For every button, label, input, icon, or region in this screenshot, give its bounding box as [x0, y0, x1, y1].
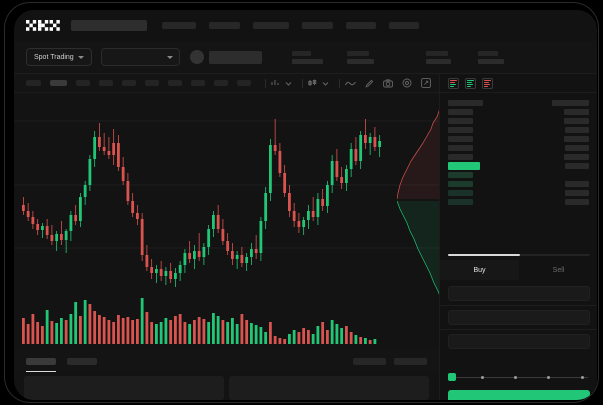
stat-1 — [291, 50, 323, 64]
search-input[interactable] — [71, 20, 147, 31]
coin-avatar — [189, 50, 204, 64]
orderbook-asks-icon[interactable] — [482, 77, 493, 89]
nav-item-5[interactable] — [346, 22, 376, 29]
timeframe-8[interactable] — [191, 80, 205, 86]
timeframe-10[interactable] — [237, 80, 251, 86]
orders-panels — [14, 376, 439, 400]
timeframe-9[interactable] — [214, 80, 228, 86]
order-field-1[interactable] — [448, 286, 590, 301]
slider-dot-2[interactable] — [514, 375, 517, 379]
orderbook-row[interactable] — [448, 116, 589, 125]
camera-icon[interactable] — [383, 78, 393, 88]
orderbook-row[interactable] — [448, 134, 589, 143]
buy-sell-ratio-bar — [448, 254, 590, 256]
settings-icon[interactable] — [402, 78, 412, 88]
slider-dot-1[interactable] — [481, 375, 484, 379]
spot-trading-dropdown[interactable]: Spot Trading — [26, 48, 92, 66]
pair-select[interactable] — [100, 48, 180, 66]
orderbook-row[interactable] — [448, 170, 589, 179]
device-bezel: Spot Trading — [4, 2, 599, 403]
ticker-bar: Spot Trading — [14, 41, 597, 74]
tab-order-history[interactable] — [67, 357, 97, 365]
candlestick-chart[interactable] — [14, 93, 439, 298]
orderbook-row[interactable] — [448, 188, 589, 197]
orders-panel-1[interactable] — [24, 376, 224, 400]
stat-2 — [346, 50, 374, 64]
tab-sell[interactable]: Sell — [552, 266, 565, 274]
pencil-icon[interactable] — [365, 79, 374, 88]
orderbook-bids-icon[interactable] — [465, 77, 476, 89]
orderbook-row-selected[interactable] — [448, 161, 589, 170]
spot-trading-label: Spot Trading — [34, 53, 74, 61]
orderbook-row[interactable] — [448, 125, 589, 134]
slider-handle[interactable] — [448, 373, 456, 381]
timeframe-5[interactable] — [122, 80, 136, 86]
amount-slider[interactable] — [448, 371, 590, 383]
nav-item-6[interactable] — [389, 22, 419, 29]
orderbook-row[interactable] — [448, 152, 589, 161]
submit-order-button[interactable] — [448, 390, 590, 400]
toolbar-divider-3 — [339, 78, 340, 88]
chevron-down-icon-2[interactable] — [322, 81, 329, 86]
orderbook-header-row — [448, 98, 589, 107]
form-divider-1 — [440, 305, 597, 306]
nav-item-4[interactable] — [302, 22, 333, 29]
order-form: Buy Sell — [440, 260, 597, 349]
fullscreen-icon[interactable] — [421, 78, 431, 88]
timeframe-7[interactable] — [168, 80, 182, 86]
stat-3 — [425, 50, 451, 64]
volume-chart[interactable] — [14, 298, 439, 348]
nav-item-2[interactable] — [209, 22, 240, 29]
order-side-tabs: Buy Sell — [440, 260, 597, 280]
orderbook-row[interactable] — [448, 143, 589, 152]
slider-dot-3[interactable] — [547, 375, 550, 379]
slider-dot-4[interactable] — [581, 375, 584, 379]
toolbar-divider-2 — [302, 78, 303, 88]
orderbook-and-order-form: Buy Sell — [439, 74, 597, 400]
timeframe-3[interactable] — [76, 80, 90, 86]
chevron-down-icon — [77, 55, 84, 59]
slider-track — [452, 376, 588, 378]
chevron-down-icon — [166, 55, 173, 59]
orders-action-2[interactable] — [394, 357, 427, 365]
orderbook-row[interactable] — [448, 197, 589, 206]
form-divider-2 — [440, 329, 597, 330]
top-navigation-bar — [14, 10, 597, 41]
orderbook-both-icon[interactable] — [448, 77, 459, 89]
orders-tab-bar — [14, 350, 439, 372]
okx-logo[interactable] — [26, 20, 60, 31]
timeframe-2[interactable] — [50, 80, 67, 86]
chart-type-icon[interactable] — [308, 79, 317, 87]
last-price — [208, 50, 262, 64]
indicators-icon[interactable] — [271, 79, 280, 87]
buy-sell-ratio-fill — [448, 254, 520, 256]
timeframe-1[interactable] — [26, 80, 41, 86]
order-field-3[interactable] — [448, 334, 590, 349]
chevron-down-icon[interactable] — [285, 81, 292, 86]
orderbook-rows[interactable] — [440, 93, 597, 206]
tab-buy[interactable]: Buy — [440, 260, 519, 280]
timeframe-6[interactable] — [145, 80, 159, 86]
orderbook-view-toggles — [440, 74, 597, 93]
toolbar-divider — [265, 78, 266, 88]
order-field-2[interactable] — [448, 310, 590, 325]
line-wave-icon[interactable] — [345, 80, 356, 87]
orders-actions — [353, 357, 439, 365]
device-screen: Spot Trading — [14, 10, 597, 400]
timeframe-4[interactable] — [99, 80, 113, 86]
depth-chart-overlay — [396, 102, 442, 301]
nav-item-3[interactable] — [253, 22, 289, 29]
orders-panel-2[interactable] — [229, 376, 429, 400]
orders-action-1[interactable] — [353, 357, 386, 365]
chart-toolbar — [14, 74, 439, 93]
nav-item-1[interactable] — [162, 22, 196, 29]
orderbook-row[interactable] — [448, 107, 589, 116]
orderbook-row[interactable] — [448, 179, 589, 188]
stat-4 — [477, 50, 504, 64]
tab-open-orders[interactable] — [26, 357, 56, 372]
